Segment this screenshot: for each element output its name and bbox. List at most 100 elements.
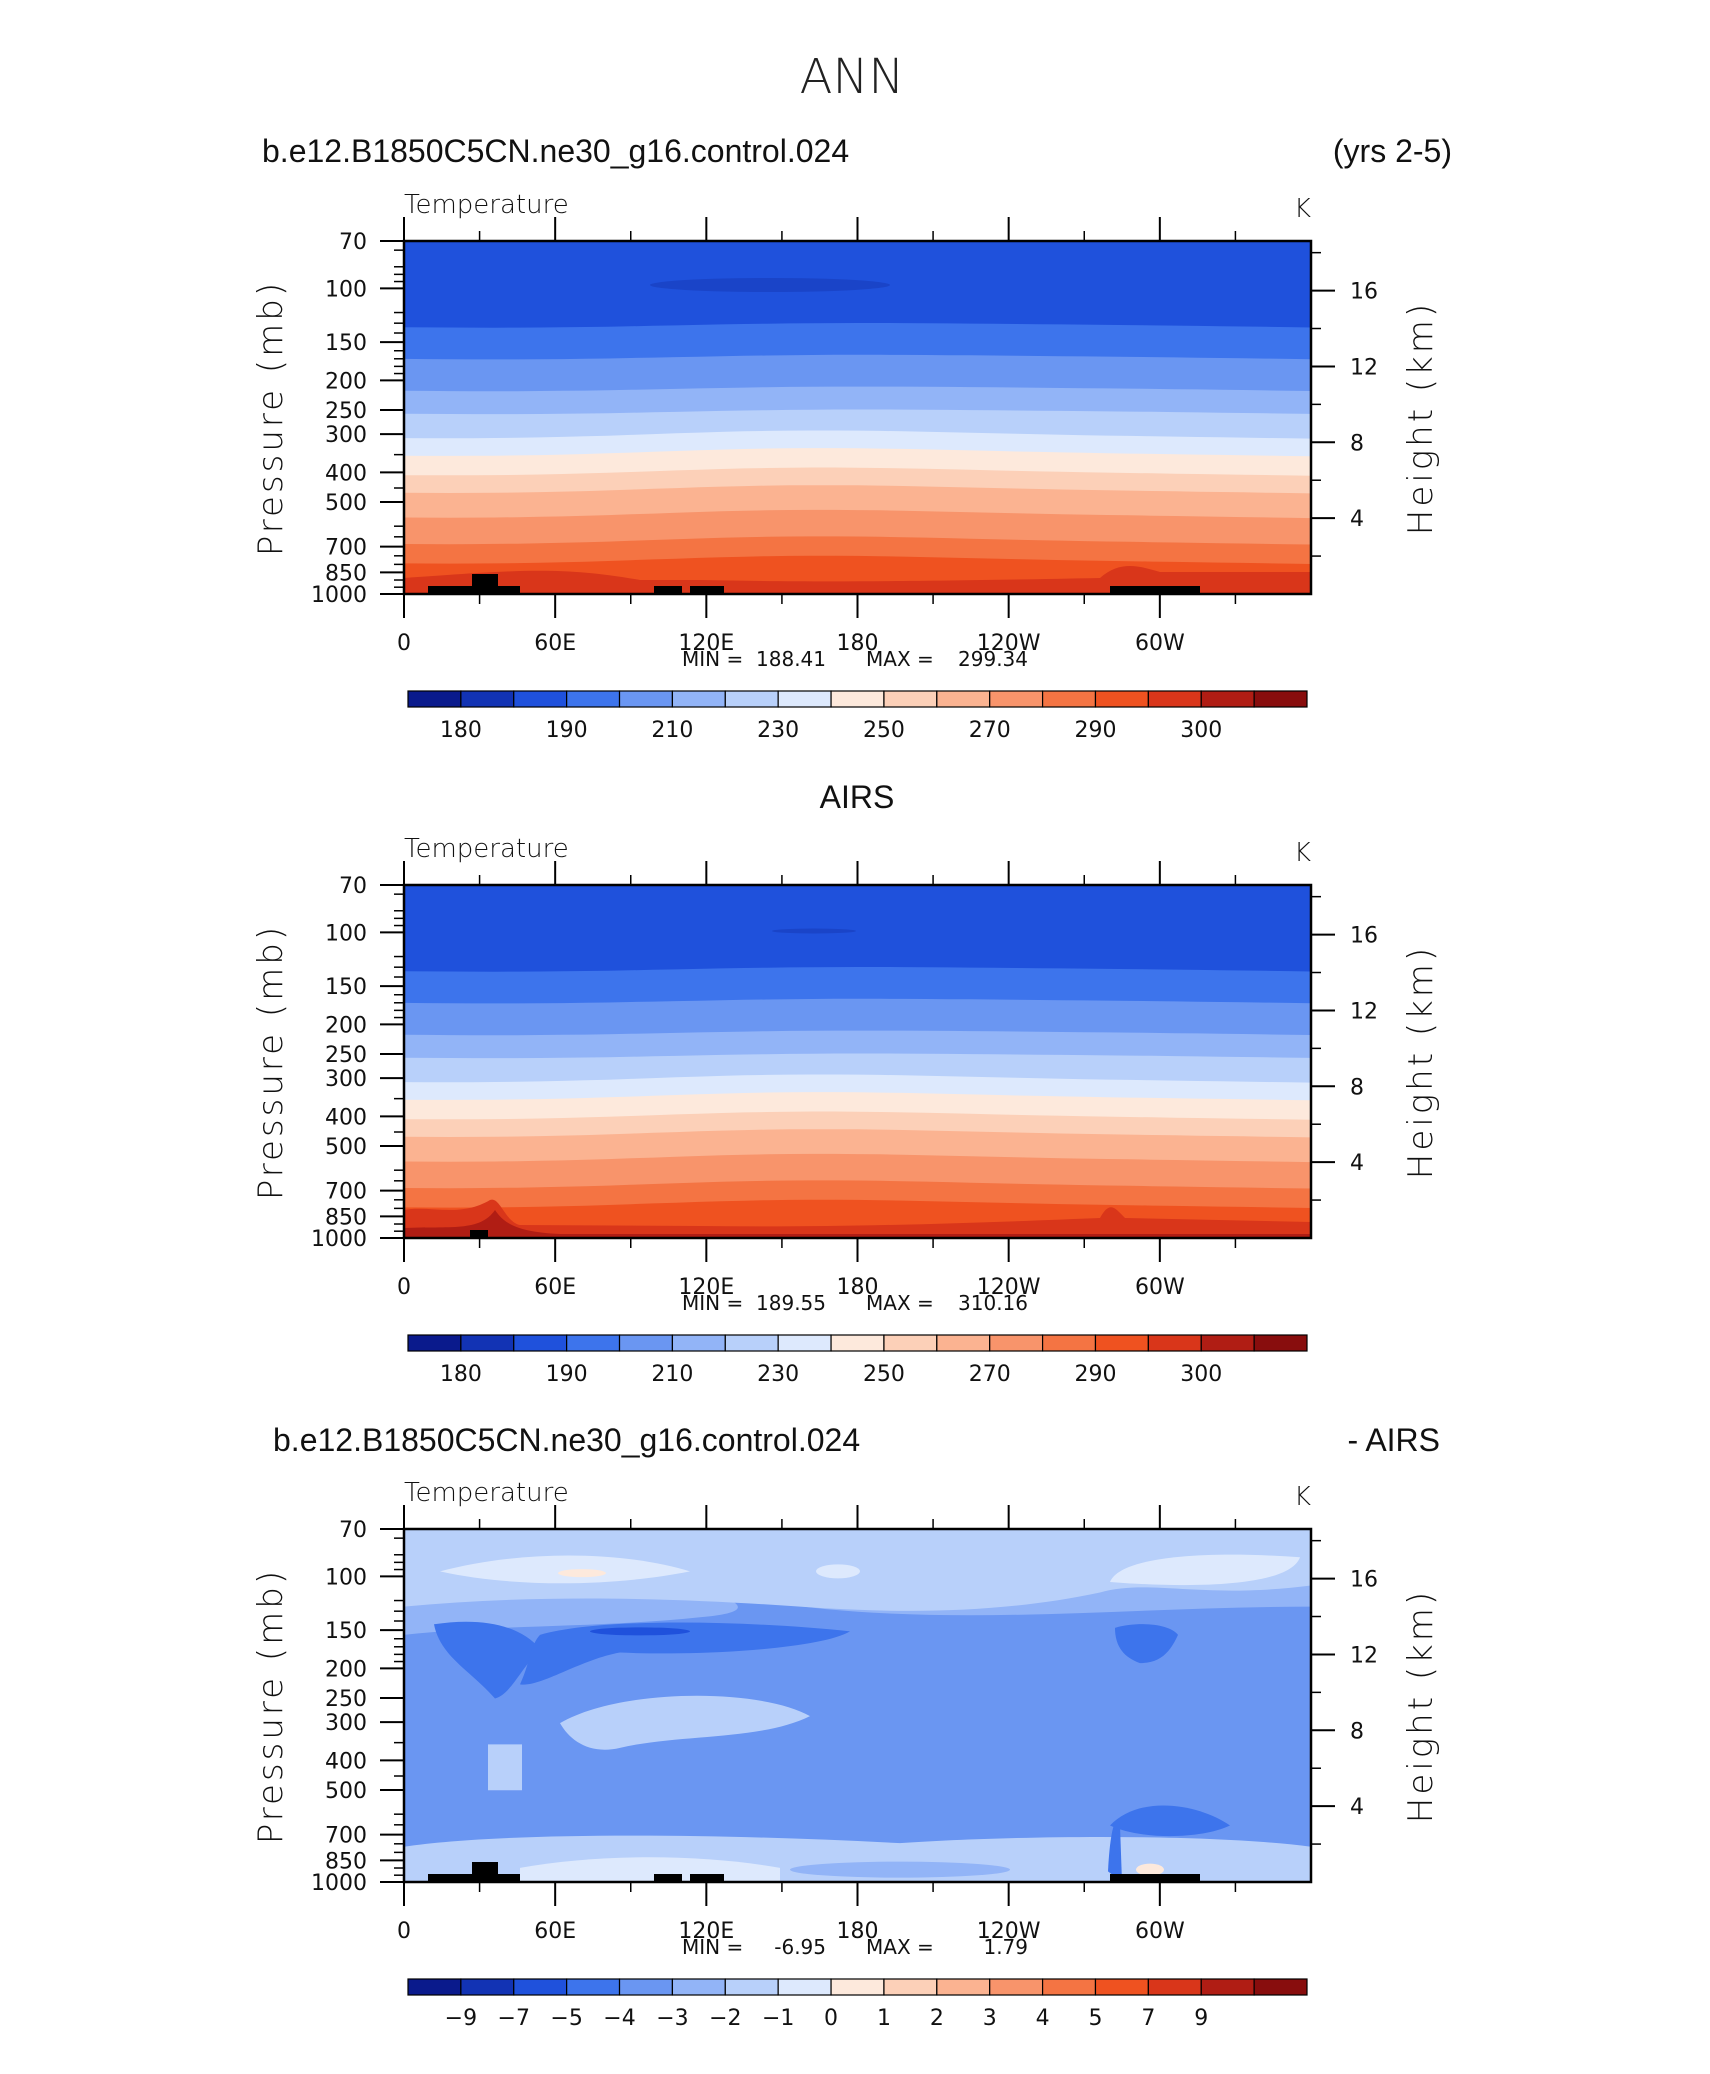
- colorbar-label: 190: [546, 1362, 588, 1387]
- colorbar: 180 190 210 230 250 270 290 300: [407, 690, 1308, 743]
- colorbar-label: 3: [983, 2006, 997, 2031]
- x-tick-label: 60E: [534, 1275, 576, 1300]
- colorbar-swatch: [1253, 1978, 1308, 1996]
- diff-band: [434, 1621, 540, 1699]
- x-tick-label: 120E: [678, 1275, 734, 1300]
- colorbar-swatch: [1147, 1978, 1202, 1996]
- colorbar-label: 210: [651, 1362, 693, 1387]
- colorbar-swatch: [407, 1334, 462, 1352]
- colorbar-label: 210: [651, 718, 693, 743]
- colorbar-label: −3: [656, 2006, 688, 2031]
- y-axis-label-left: Pressure (mb): [251, 924, 291, 1200]
- y-tick-label: 150: [325, 331, 367, 356]
- y-tick-label: 700: [325, 536, 367, 561]
- colorbar-label: 300: [1180, 718, 1222, 743]
- right-tick-label: 12: [1350, 1643, 1378, 1668]
- x-tick-label: 180: [837, 1919, 879, 1944]
- x-tick-label: 0: [397, 631, 411, 656]
- x-tick-label: 180: [837, 631, 879, 656]
- colorbar-swatch: [883, 1978, 938, 1996]
- y-tick-label: 300: [325, 423, 367, 448]
- colorbar-label: 0: [824, 2006, 838, 2031]
- min-label: MIN =: [682, 1291, 743, 1315]
- panel3-diff-title: - AIRS: [1348, 1422, 1440, 1458]
- colorbar-label: 1: [877, 2006, 891, 2031]
- plot-area-3: [404, 1529, 1311, 1882]
- colorbar-swatch: [777, 690, 832, 708]
- colorbar-swatch: [566, 1334, 621, 1352]
- figure-title: ANN: [800, 49, 905, 105]
- y-axis-label-right: Height (km): [1401, 945, 1441, 1179]
- colorbar-swatch: [1147, 690, 1202, 708]
- y-tick-label: 1000: [311, 583, 367, 608]
- diff-band: [590, 1627, 690, 1636]
- colorbar-swatch: [724, 1978, 779, 1996]
- y-tick-label: 500: [325, 1135, 367, 1160]
- x-tick-label: 120E: [678, 631, 734, 656]
- colorbar-swatch: [513, 690, 568, 708]
- colorbar-swatch: [460, 690, 515, 708]
- colorbar-swatch: [1041, 1978, 1097, 1996]
- colorbar-label: −1: [762, 2006, 794, 2031]
- variable-label: Temperature: [404, 1478, 569, 1508]
- colorbar-swatch: [936, 690, 991, 708]
- min-label: MIN =: [682, 647, 743, 671]
- surface-warm-band: [404, 566, 1311, 594]
- right-tick-label: 16: [1350, 280, 1378, 305]
- y-tick-label: 700: [325, 1824, 367, 1849]
- right-tick-label: 8: [1350, 1075, 1364, 1100]
- colorbar-swatch: [1094, 1978, 1149, 1996]
- y-tick-label: 500: [325, 1779, 367, 1804]
- max-label: MAX =: [866, 1935, 934, 1959]
- y-tick-label: 100: [325, 921, 367, 946]
- colorbar-swatch: [1200, 1334, 1255, 1352]
- colorbar: 180 190 210 230 250 270 290 300: [407, 1334, 1308, 1387]
- topography-mask: [1110, 1874, 1200, 1882]
- colorbar-swatch: [724, 1334, 779, 1352]
- topography-mask: [690, 586, 724, 594]
- x-tick-label: 60E: [534, 1919, 576, 1944]
- colorbar: −9 −7 −5 −4 −3 −2 −1 0 1 2 3 4 5 7 9: [407, 1978, 1308, 2031]
- y-axis-label-right: Height (km): [1401, 301, 1441, 535]
- max-value: 299.34: [958, 647, 1028, 671]
- colorbar-swatch: [1200, 690, 1255, 708]
- x-tick-label: 180: [837, 1275, 879, 1300]
- max-label: MAX =: [866, 1291, 934, 1315]
- y-tick-label: 300: [325, 1711, 367, 1736]
- colorbar-label: 7: [1141, 2006, 1155, 2031]
- surface-warm-band: [404, 1210, 1311, 1238]
- y-axis-label-right: Height (km): [1401, 1589, 1441, 1823]
- colorbar-swatch: [1094, 690, 1149, 708]
- diff-band: [440, 1555, 690, 1584]
- temperature-band: [404, 241, 1311, 348]
- diff-band: [816, 1564, 860, 1579]
- right-tick-label: 16: [1350, 1568, 1378, 1593]
- y-tick-label: 400: [325, 461, 367, 486]
- y-tick-label: 1000: [311, 1871, 367, 1896]
- colorbar-label: 2: [930, 2006, 944, 2031]
- colorbar-swatch: [618, 1334, 674, 1352]
- y-axis-label-left: Pressure (mb): [251, 280, 291, 556]
- colorbar-swatch: [936, 1334, 991, 1352]
- colorbar-label: 250: [863, 1362, 905, 1387]
- colorbar-swatch: [777, 1334, 832, 1352]
- topography-mask: [428, 586, 508, 594]
- right-tick-label: 4: [1350, 1795, 1364, 1820]
- colorbar-label: −5: [550, 2006, 582, 2031]
- min-value: 188.41: [756, 647, 826, 671]
- max-value: 310.16: [958, 1291, 1028, 1315]
- min-value: -6.95: [774, 1935, 826, 1959]
- y-tick-label: 400: [325, 1105, 367, 1130]
- colorbar-swatch: [513, 1978, 568, 1996]
- colorbar-label: −4: [603, 2006, 635, 2031]
- x-tick-label: 120W: [977, 1919, 1041, 1944]
- colorbar-swatch: [566, 690, 621, 708]
- colorbar-swatch: [883, 1334, 938, 1352]
- colorbar-swatch: [777, 1978, 832, 1996]
- topography-mask: [690, 1874, 724, 1882]
- right-tick-label: 8: [1350, 1719, 1364, 1744]
- colorbar-swatch: [989, 690, 1044, 708]
- colorbar-swatch: [618, 1978, 674, 1996]
- diff-band: [560, 1695, 810, 1750]
